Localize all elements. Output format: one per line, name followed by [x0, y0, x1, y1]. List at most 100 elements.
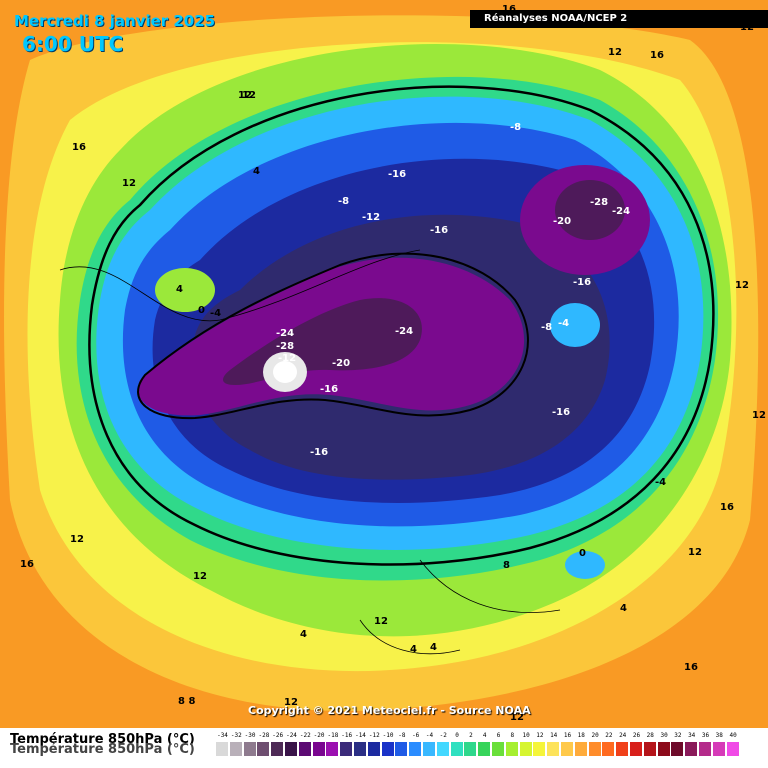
value-label: -4 [558, 318, 569, 329]
value-label: -16 [430, 225, 448, 236]
scale-tick-label: -2 [439, 732, 447, 739]
scale-swatch [643, 742, 657, 756]
value-label: 4 [253, 166, 260, 177]
variable-label: Température 850hPa (°C) [10, 732, 195, 747]
value-label: 16 [20, 559, 34, 570]
scale-swatch [630, 742, 643, 756]
scale-swatch [395, 742, 409, 756]
scale-swatch [354, 742, 367, 756]
scale-tick-label: 38 [715, 732, 723, 739]
scale-tick-label: -22 [299, 732, 311, 739]
scale-tick-label: -8 [398, 732, 406, 739]
scale-tick-label: -28 [258, 732, 270, 739]
scale-tick-label: -30 [244, 732, 256, 739]
scale-swatch [547, 742, 561, 756]
scale-tick-label: 0 [455, 732, 459, 739]
scale-tick-label: -26 [272, 732, 284, 739]
value-label: -28 [590, 197, 608, 208]
value-label: -16 [552, 407, 570, 418]
value-label: 16 [684, 662, 698, 673]
value-label: -16 [310, 447, 328, 458]
value-label: -8 [541, 322, 552, 333]
cold-core-ring [273, 361, 297, 383]
scale-tick-label: -4 [425, 732, 434, 739]
value-label: -8 [510, 122, 521, 133]
value-label: -12 [362, 212, 380, 223]
scale-swatch [726, 742, 740, 756]
scale-tick-label: 22 [605, 732, 613, 739]
scale-tick-label: 32 [674, 732, 682, 739]
value-label: 12 [122, 178, 136, 189]
time-title: 6:00 UTC [22, 32, 124, 56]
scale-swatch [381, 742, 395, 756]
scale-swatch [367, 742, 381, 756]
scale-swatch [519, 742, 533, 756]
scale-swatch [671, 742, 685, 756]
value-label: 8 8 [178, 696, 195, 707]
isotherm-labels: 16 12 12 16 12 4 -8 -16 -8 -12 -16 -28 -… [20, 4, 766, 723]
isotherm-0 [88, 85, 715, 566]
isotherm-minus16 [137, 252, 529, 420]
value-label: 0 [198, 305, 205, 316]
scale-tick-label: 24 [619, 732, 627, 739]
scale-swatch [712, 742, 726, 756]
scale-swatch [436, 742, 450, 756]
scale-tick-label: 8 [510, 732, 515, 739]
scale-swatch [216, 742, 229, 756]
value-label: 12 [193, 571, 207, 582]
scale-tick-label: 10 [522, 732, 530, 739]
scale-tick-label: -6 [412, 732, 420, 739]
value-label: 8 [503, 560, 510, 571]
scale-tick-label: 20 [591, 732, 599, 739]
scale-tick-label: 30 [660, 732, 668, 739]
value-label: 4 [176, 284, 183, 295]
scale-tick-label: -18 [327, 732, 339, 739]
scale-tick-label: -10 [382, 732, 394, 739]
scale-tick-label: 12 [536, 732, 544, 739]
east-purple-core [555, 180, 625, 240]
scale-tick-label: 6 [496, 732, 501, 739]
scale-tick-label: 14 [550, 732, 558, 739]
scale-tick-label: 26 [632, 732, 641, 739]
value-label: 4 [410, 644, 417, 655]
scale-swatch [561, 742, 574, 756]
scale-swatch [229, 742, 243, 756]
value-label: 12 [238, 90, 252, 101]
value-label: 16 [502, 4, 516, 15]
scale-tick-label: -14 [355, 732, 366, 739]
value-label: 12 [70, 534, 84, 545]
scale-swatch [326, 742, 340, 756]
scale-swatch [602, 742, 616, 756]
date-title: Mercredi 8 janvier 2025 [14, 12, 216, 30]
scale-tick-label: -32 [230, 732, 242, 739]
scale-swatch [699, 742, 712, 756]
variable-label-shadow: Température 850hPa (°C) [10, 742, 195, 757]
scale-swatch [340, 742, 354, 756]
value-label: 12 [735, 280, 749, 291]
value-label: -4 [655, 477, 666, 488]
scale-swatch [533, 742, 547, 756]
source-banner: Réanalyses NOAA/NCEP 2 [470, 10, 768, 28]
value-label: -12 [278, 353, 296, 364]
scale-swatch [685, 742, 699, 756]
value-label: 0 [579, 548, 586, 559]
value-label: 4 [620, 603, 627, 614]
scale-tick-label: 2 [469, 732, 473, 739]
coastline [59, 249, 561, 655]
scale-tick-label: 36 [701, 732, 710, 739]
value-label: 12 [242, 90, 256, 101]
value-label: -16 [573, 277, 591, 288]
scale-tick-label: -24 [286, 732, 297, 739]
value-label: 16 [650, 50, 664, 61]
value-label: -16 [320, 384, 338, 395]
value-label: -24 [395, 326, 413, 337]
pocket-0 [565, 551, 605, 579]
scale-swatch [409, 742, 423, 756]
scale-swatch [464, 742, 478, 756]
value-label: 12 [284, 697, 298, 708]
scale-swatch [257, 742, 271, 756]
scale-swatch [312, 742, 326, 756]
scale-tick-label: 40 [729, 732, 737, 739]
value-label: 16 [720, 502, 734, 513]
scale-tick-label: 28 [646, 732, 654, 739]
